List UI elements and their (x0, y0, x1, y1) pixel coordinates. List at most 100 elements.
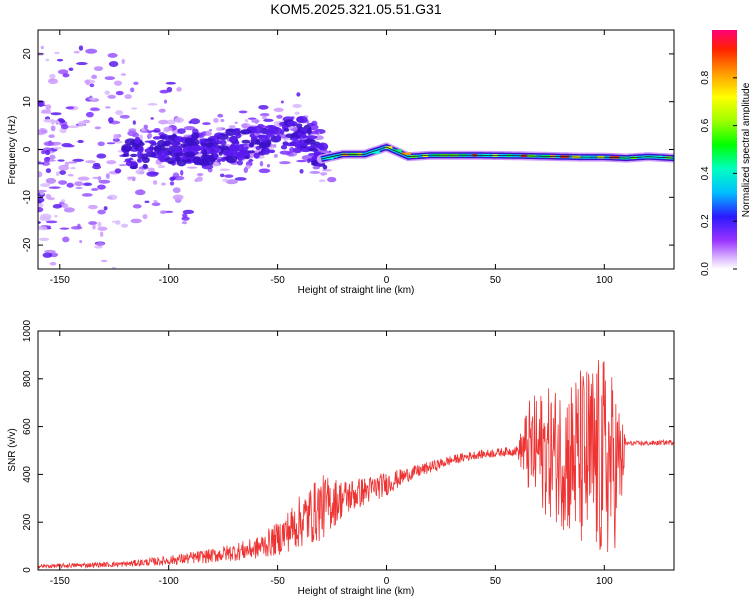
spectrogram-blob (67, 161, 78, 164)
spectrogram-blob (151, 202, 161, 207)
spectrogram-blob (202, 122, 211, 125)
spectrogram-blob (169, 176, 176, 181)
spectrogram-blob (113, 80, 123, 86)
spectrogram-blob (134, 136, 141, 145)
spectrogram-blob (49, 261, 57, 266)
spectrogram-blob (73, 50, 80, 54)
spectrogram-blob (222, 150, 231, 156)
y-tick-label: 20 (22, 48, 33, 60)
spectrogram-blob (218, 151, 223, 156)
spectrogram-blob (311, 160, 319, 165)
spectrogram-blob (280, 144, 288, 150)
spectrogram-blob (127, 130, 138, 137)
spectrogram-blob (268, 149, 276, 154)
spectrogram-blob (180, 143, 187, 149)
spectrogram-blob (38, 162, 45, 165)
x-tick-label: 100 (596, 275, 613, 286)
spectrogram-blob (108, 117, 114, 123)
spectrogram-blob (48, 134, 55, 139)
spectrogram-blob (299, 168, 304, 174)
spectrogram-blob (310, 130, 319, 135)
spectrogram-blob (105, 173, 110, 179)
spectrogram-blob (132, 120, 136, 125)
spectrogram-blob (44, 149, 51, 156)
spectrogram-blob (244, 119, 249, 123)
spectrogram-blob (77, 120, 86, 127)
spectrogram-blob (141, 128, 146, 132)
spectrogram-blob (59, 227, 70, 230)
spectrogram-blob (54, 51, 60, 55)
spectrogram-blob (108, 284, 115, 287)
spectrogram-blob (52, 204, 62, 209)
trace-segment (370, 151, 380, 154)
spectrogram-blob (39, 237, 50, 242)
spectrogram-blob (188, 138, 200, 146)
spectrogram-blob (234, 177, 247, 181)
spectrogram-blob (74, 181, 84, 187)
snr-x-ticks: -150 -100 -50 0 50 100 (50, 331, 613, 587)
spectrogram-blob (45, 58, 50, 62)
spectrogram-blob (259, 160, 264, 167)
spectrogram-blob (59, 170, 67, 175)
spectrogram-blob (63, 207, 75, 213)
colorbar-tick-label: 0.8 (700, 70, 711, 84)
spectrogram-blob (94, 126, 102, 130)
spectrogram-blob (135, 168, 145, 175)
spectrogram-blob (240, 149, 249, 155)
spectrogram-blob (85, 48, 98, 54)
spectrogram-blob (156, 139, 167, 147)
spectrogram-blob (121, 58, 126, 65)
spectrogram-blob (176, 87, 182, 92)
spectrogram-blob (49, 154, 56, 160)
spectrogram-blob (70, 166, 76, 170)
spectrogram-blob (279, 161, 291, 165)
spectrogram-blob (169, 181, 175, 186)
spectrogram-blob (305, 135, 318, 140)
spectrogram-blob (321, 169, 333, 172)
spectrogram-blob (166, 140, 172, 145)
spectrogram-blob (220, 173, 225, 178)
spectrogram-blob (183, 125, 196, 131)
spectrogram-blob (39, 191, 45, 195)
spectrogram-blob (190, 118, 201, 125)
spectrogram-blob (259, 113, 270, 117)
spectrogram-blob (220, 157, 226, 162)
spectrogram-blobs (38, 45, 337, 287)
spectrogram-blob (38, 171, 43, 178)
spectrogram-blob (320, 172, 328, 176)
y-tick-label: -20 (22, 237, 33, 252)
spectrogram-blob (283, 128, 290, 132)
colorbar-tick-label: 0.0 (700, 262, 711, 276)
spectrogram-blob (79, 239, 83, 244)
spectrogram-blob (318, 179, 326, 183)
spectrogram-blob (150, 117, 154, 120)
spectrogram-blob (168, 145, 174, 150)
spectrogram-blob (309, 170, 321, 174)
spectrogram-blob (98, 179, 111, 184)
spectrogram-blob (189, 145, 201, 152)
spectrogram-blob (286, 121, 298, 127)
trace-segment (332, 155, 338, 158)
spectrogram-blob (138, 145, 144, 154)
spectrogram-blob (116, 133, 122, 138)
spectrogram-blob (88, 97, 96, 101)
y-tick-label: 600 (22, 418, 33, 435)
spectrogram-blob (85, 79, 91, 86)
spectrogram-blob (159, 89, 169, 94)
spectrogram-blob (38, 100, 45, 106)
x-tick-label: -50 (270, 576, 285, 587)
spectrogram-blob (115, 90, 124, 96)
y-tick-label: -10 (22, 190, 33, 205)
spectrogram-blob (133, 81, 139, 86)
spectrogram-blob (191, 132, 200, 139)
spectrogram-blob (220, 118, 225, 123)
spectrogram-blob (279, 150, 291, 155)
spectrogram-blob (273, 107, 284, 112)
spectrogram-blob (107, 194, 118, 201)
spectrogram-blob (52, 146, 62, 150)
spectrogram-blob (296, 116, 308, 124)
spectrogram-blob (276, 114, 283, 119)
spectrogram-blob (172, 194, 184, 201)
spectrogram-blob (47, 78, 59, 85)
spectrogram-blob (166, 119, 176, 125)
